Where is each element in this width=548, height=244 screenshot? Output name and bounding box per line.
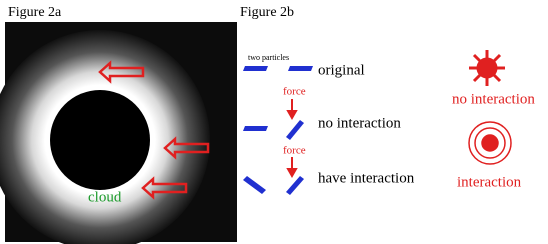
particle <box>286 176 304 195</box>
force-label: force <box>283 86 306 98</box>
sun-icon <box>469 50 505 86</box>
force-label: force <box>283 145 306 157</box>
row-label: original <box>318 62 365 78</box>
legend-label: no interaction <box>452 91 535 107</box>
particle <box>243 66 268 71</box>
cloud-label: cloud <box>88 189 122 205</box>
particle <box>243 126 268 131</box>
force-arrow <box>288 157 296 176</box>
ring-icon <box>469 122 511 164</box>
legend-label: interaction <box>457 174 522 190</box>
figure: Figure 2a cloud Figure 2b two particles … <box>0 0 548 244</box>
particles-label: two particles <box>248 53 289 62</box>
particle <box>288 66 313 71</box>
force-arrow <box>288 99 296 118</box>
black-disk <box>50 90 150 190</box>
row-label: have interaction <box>318 170 415 186</box>
particle <box>286 120 304 140</box>
row-label: no interaction <box>318 115 401 131</box>
particle <box>243 176 266 194</box>
figure-b-title: Figure 2b <box>240 5 294 20</box>
figure-a-title: Figure 2a <box>8 5 62 20</box>
